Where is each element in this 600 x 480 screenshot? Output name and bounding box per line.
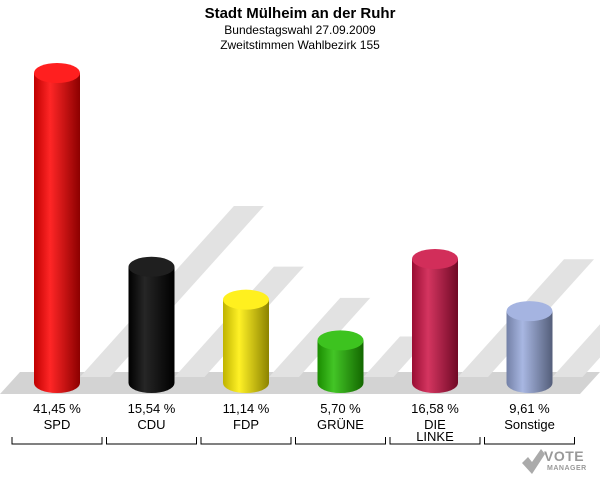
bar-top [34,63,80,83]
chart-subtitle-date: Bundestagswahl 27.09.2009 [224,23,376,37]
category-bracket [106,437,197,445]
bar-sonstige [506,311,553,393]
bar-top [223,289,269,310]
checkmark-icon [522,449,545,474]
bar-shadow [552,324,600,377]
value-label: 9,61 % [509,401,550,416]
logo-text-vote: VOTE [544,448,585,464]
logo-text-manager: MANAGER [547,465,587,472]
category-bracket [11,437,103,445]
category-label-line: LINKE [416,429,454,444]
category-label-line: CDU [137,417,165,432]
bars [34,63,553,393]
bar-die-linke [412,259,458,393]
category-label: CDU [137,417,165,432]
chart-title: Stadt Mülheim an der Ruhr [205,5,396,22]
value-labels: 41,45 % 15,54 % 11,14 % 5,70 % 16,58 % 9,61 % [33,401,550,416]
category-brackets [11,437,575,445]
value-label: 16,58 % [411,401,459,416]
category-bracket [389,437,481,445]
category-label: DIE LINKE [416,417,454,444]
bar-grüne [317,340,364,393]
bar-spd [34,73,80,393]
vote-manager-logo: VOTE MANAGER [520,446,598,478]
category-label-line: FDP [233,417,259,432]
category-label: FDP [233,417,259,432]
value-label: 41,45 % [33,401,81,416]
bar-top [412,249,458,269]
bar-top [128,256,175,277]
value-label: 5,70 % [320,401,361,416]
category-bracket [200,437,292,445]
category-label-line: Sonstige [504,417,555,432]
category-labels: SPD CDU FDP GRÜNE DIE LINKE Sonstige [44,417,555,444]
category-label-line: GRÜNE [317,417,364,432]
category-bracket [484,437,575,445]
category-label: GRÜNE [317,417,364,432]
category-label-line: DIE [424,417,446,432]
category-label-line: SPD [44,417,71,432]
category-bracket [295,437,386,445]
category-label: SPD [44,417,71,432]
value-label: 15,54 % [128,401,176,416]
value-label: 11,14 % [223,401,270,416]
bar-cdu [128,266,175,393]
bar-top [317,330,364,351]
bar-fdp [223,299,269,393]
bar-top [506,301,553,322]
category-label: Sonstige [504,417,555,432]
chart-subtitle-district: Zweitstimmen Wahlbezirk 155 [220,38,380,52]
